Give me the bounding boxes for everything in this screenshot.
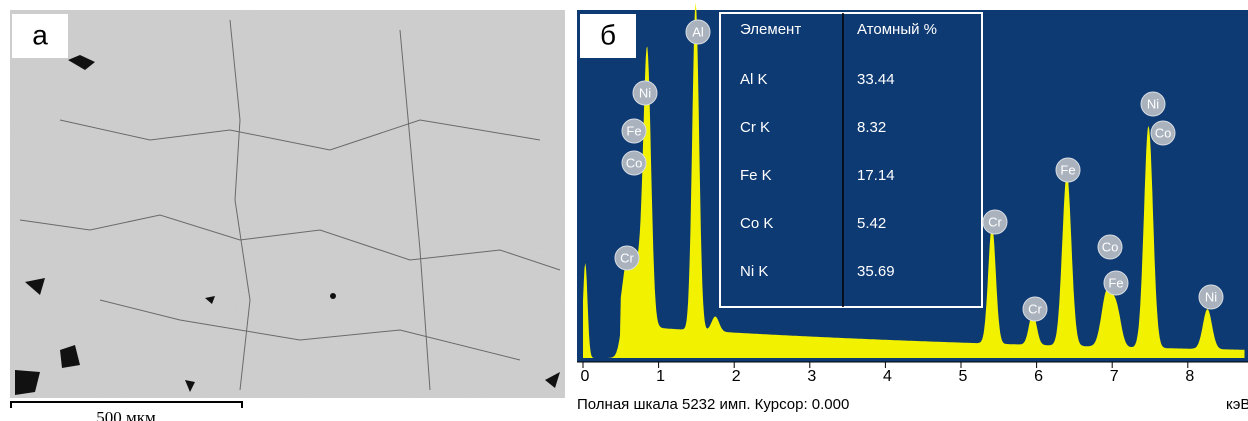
peak-label: Fe [626,123,641,138]
table-header: Элемент [740,21,801,38]
peak-label: Al [692,24,704,39]
table-cell: Al K [740,71,768,88]
peak-label: Fe [1108,275,1123,290]
scale-bar-label: 500 мкм [96,408,156,421]
panel-label: а [32,19,48,50]
peak-label: Ni [1147,96,1159,111]
micrograph-texture [10,10,565,398]
table-cell: Fe K [740,167,772,184]
x-tick-label: 5 [959,368,968,385]
table-cell: 17.14 [857,167,895,184]
table-cell: Ni K [740,263,768,280]
table-cell: 5.42 [857,215,886,232]
panel-a: а 500 мкм [10,10,565,421]
unit: кэВ [1226,396,1248,413]
table-cell: Co K [740,215,773,232]
x-tick-label: 0 [581,368,590,385]
peak-label: Co [626,155,643,170]
x-tick-label: 6 [1034,368,1043,385]
figure: а 500 мкм б Полная шкала 5232 имп. Курсо… [0,0,1248,421]
axis-strip [577,362,1248,392]
x-tick-label: 3 [807,368,816,385]
peak-label: Co [1155,125,1172,140]
table-cell: Cr K [740,119,770,136]
x-tick-label: 8 [1185,368,1194,385]
status-text: Полная шкала 5232 имп. Курсор: 0.000 [577,396,849,413]
peak-label: Cr [988,214,1002,229]
peak-label: Cr [1028,301,1042,316]
x-tick-label: 1 [656,368,665,385]
peak-label: Cr [620,250,634,265]
peak-label: Fe [1060,162,1075,177]
panel-b: б Полная шкала 5232 имп. Курсор: 0.000 к… [577,2,1248,416]
peak-label: Ni [639,85,651,100]
x-tick-label: 7 [1110,368,1119,385]
table-cell: 33.44 [857,71,895,88]
table-header: Атомный % [857,21,937,38]
table-cell: 8.32 [857,119,886,136]
panel-label: б [600,19,616,50]
x-tick-label: 4 [883,368,892,385]
peak-label: Ni [1205,289,1217,304]
x-tick-label: 2 [732,368,741,385]
peak-label: Co [1102,239,1119,254]
table-cell: 35.69 [857,263,895,280]
